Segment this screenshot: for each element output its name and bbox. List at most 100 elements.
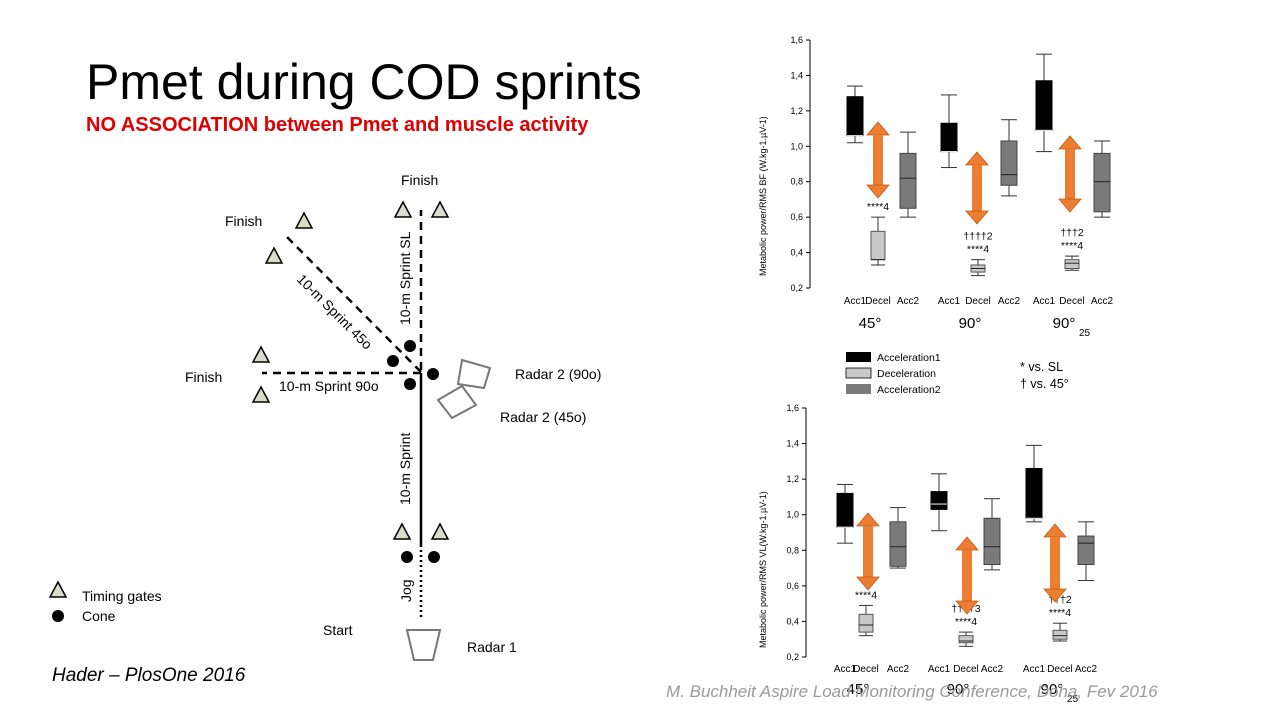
significance-label: ****4	[967, 244, 989, 256]
group-label: 45°	[847, 681, 870, 698]
cone-icon	[404, 340, 416, 352]
timing-gate-icon	[294, 211, 314, 229]
significance-label: ††††2	[963, 231, 992, 243]
category-label: Decel	[965, 296, 991, 307]
arrow-head	[965, 151, 989, 166]
group-subscript: 25	[1067, 694, 1079, 702]
y-tick-label: 0,8	[790, 177, 803, 187]
group-label: 90°	[1041, 681, 1064, 698]
radar-2-90-icon	[456, 358, 492, 390]
start-label: Start	[323, 622, 353, 638]
box	[1077, 535, 1095, 566]
note-vs-sl: * vs. SL	[1020, 360, 1063, 374]
y-tick-label: 0,6	[790, 212, 803, 222]
chart-vl: Metabolic power/RMS VL(W.kg-1.µV-1) 0,2 0…	[758, 403, 1098, 702]
legend-decel-swatch	[845, 367, 872, 379]
legend-timing-gates: Timing gates	[82, 588, 162, 604]
category-label: Acc1	[834, 664, 857, 675]
category-label: Acc2	[998, 296, 1021, 307]
legend-cone: Cone	[82, 608, 116, 624]
chart-bf: Metabolic power/RMS BF (W.kg-1.µV-1) 0,2…	[758, 35, 1114, 339]
cone-icon	[427, 368, 439, 380]
y-tick-label: 1,6	[790, 35, 803, 45]
finish-label: Finish	[225, 213, 262, 229]
box	[930, 491, 948, 510]
arrow-head	[1058, 198, 1082, 213]
category-label: Acc2	[887, 664, 910, 675]
cone-legend-icon	[52, 610, 64, 622]
y-tick-label: 0,2	[786, 652, 799, 662]
category-label: Decel	[853, 664, 879, 675]
arrow-head	[965, 210, 989, 225]
timing-gate-icon	[392, 522, 412, 540]
box	[1093, 152, 1111, 213]
box	[899, 152, 917, 209]
y-tick-label: 0,6	[786, 581, 799, 591]
chart-legend: Acceleration1 Deceleration Acceleration2…	[845, 352, 1069, 396]
category-label: Acc1	[1023, 664, 1046, 675]
y-tick-label: 0,4	[790, 248, 803, 258]
arrow-head	[955, 536, 979, 551]
legend-acc2-swatch	[846, 384, 871, 394]
significance-label: ****4	[1049, 607, 1071, 619]
category-label: Acc2	[981, 664, 1004, 675]
group-label: 45°	[859, 315, 882, 332]
arrow-head	[856, 512, 880, 527]
arrow-head	[1058, 135, 1082, 150]
arrow-head	[955, 600, 979, 615]
radar-label: Radar 2 (90o)	[515, 366, 601, 382]
arrow-shaft	[863, 526, 873, 577]
y-tick-label: 1,4	[790, 70, 803, 80]
legend-decel: Deceleration	[877, 368, 936, 380]
arrow-head	[856, 576, 880, 591]
box	[958, 635, 974, 644]
y-tick-label: 1,0	[790, 141, 803, 151]
category-label: Decel	[865, 296, 891, 307]
box	[836, 492, 854, 528]
timing-gate-icon	[430, 522, 450, 540]
sprint-main-label: 10-m Sprint	[397, 433, 413, 505]
box	[846, 96, 864, 137]
radar-2-45-icon	[436, 384, 478, 420]
citation: Hader – PlosOne 2016	[52, 665, 246, 686]
legend-acc1-swatch	[846, 352, 871, 362]
y-tick-label: 1,2	[786, 474, 799, 484]
cone-icon	[404, 378, 416, 390]
category-label: Acc2	[1075, 664, 1098, 675]
timing-gate-legend-icon	[48, 580, 68, 598]
timing-gate-icon	[430, 200, 450, 218]
significance-label: ****4	[867, 201, 889, 213]
y-tick-label: 1,0	[786, 510, 799, 520]
box	[1052, 629, 1068, 640]
sprint-layout-diagram: Finish Finish Finish Start Radar 2 (90o)…	[48, 172, 601, 661]
category-label: Decel	[1059, 296, 1085, 307]
note-vs-45: † vs. 45°	[1020, 377, 1069, 391]
arrow-shaft	[962, 550, 972, 601]
box	[870, 230, 886, 261]
y-tick-label: 1,2	[790, 106, 803, 116]
y-tick-label: 0,4	[786, 616, 799, 626]
category-label: Acc2	[897, 296, 920, 307]
sprint-45-label: 10-m Sprint 45o	[294, 271, 376, 353]
finish-label: Finish	[401, 172, 438, 188]
category-label: Decel	[1047, 664, 1073, 675]
group-label: 90°	[1053, 315, 1076, 332]
box	[858, 613, 874, 633]
box	[1025, 467, 1043, 519]
y-tick-label: 1,4	[786, 439, 799, 449]
significance-label: ****4	[855, 589, 877, 601]
significance-label: ****4	[1061, 240, 1083, 252]
arrow-head	[1043, 523, 1067, 538]
legend-acc1: Acceleration1	[877, 352, 941, 364]
category-label: Decel	[953, 664, 979, 675]
radar-label: Radar 1	[467, 639, 517, 655]
arrow-shaft	[1065, 149, 1075, 199]
category-label: Acc1	[938, 296, 961, 307]
timing-gate-icon	[251, 385, 271, 403]
legend-acc2: Acceleration2	[877, 384, 941, 396]
cone-icon	[428, 551, 440, 563]
footer-credit: M. Buchheit Aspire Load Monitoring Confe…	[666, 682, 1158, 701]
box	[1064, 259, 1080, 270]
cone-icon	[401, 551, 413, 563]
category-label: Acc1	[844, 296, 867, 307]
